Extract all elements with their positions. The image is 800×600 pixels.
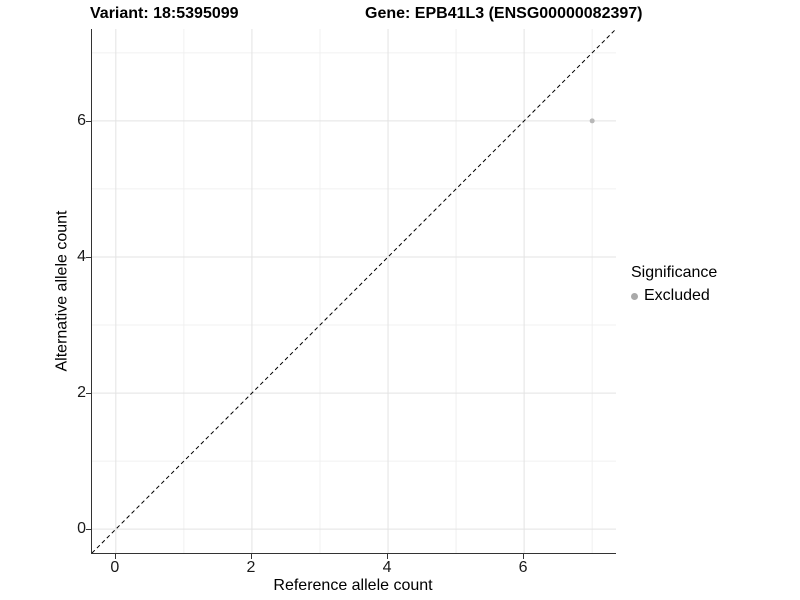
x-tick-label: 4 <box>382 559 392 576</box>
legend-item-label: Excluded <box>644 287 710 304</box>
y-tick-label: 6 <box>77 111 86 129</box>
x-axis-title: Reference allele count <box>273 577 433 594</box>
plot-canvas <box>92 29 616 553</box>
x-tick-mark <box>250 554 252 559</box>
variant-title: Variant: 18:5395099 <box>90 5 239 22</box>
y-tick-mark <box>86 393 91 395</box>
y-tick-label: 4 <box>77 247 86 265</box>
y-tick-mark <box>86 120 91 122</box>
x-tick-label: 2 <box>246 559 256 576</box>
x-tick-mark <box>387 554 389 559</box>
x-tick-mark <box>114 554 116 559</box>
x-tick-mark <box>523 554 525 559</box>
x-tick-label: 6 <box>518 559 528 576</box>
y-tick-mark <box>86 529 91 531</box>
legend-title: Significance <box>631 264 718 281</box>
excluded-point-icon <box>631 292 638 300</box>
x-tick-label: 0 <box>110 559 120 576</box>
gene-title: Gene: EPB41L3 (ENSG00000082397) <box>365 5 643 22</box>
y-tick-label: 2 <box>77 384 86 402</box>
y-tick-label: 0 <box>77 520 86 538</box>
y-axis-title-text: Alternative allele count <box>53 210 71 372</box>
identity-line <box>92 29 616 553</box>
legend-item-excluded: Excluded <box>631 287 717 305</box>
legend: Significance Excluded <box>631 264 717 305</box>
data-point <box>589 118 595 124</box>
plot-panel <box>91 29 616 554</box>
y-axis-title: Alternative allele count <box>50 29 74 553</box>
y-tick-mark <box>86 256 91 258</box>
